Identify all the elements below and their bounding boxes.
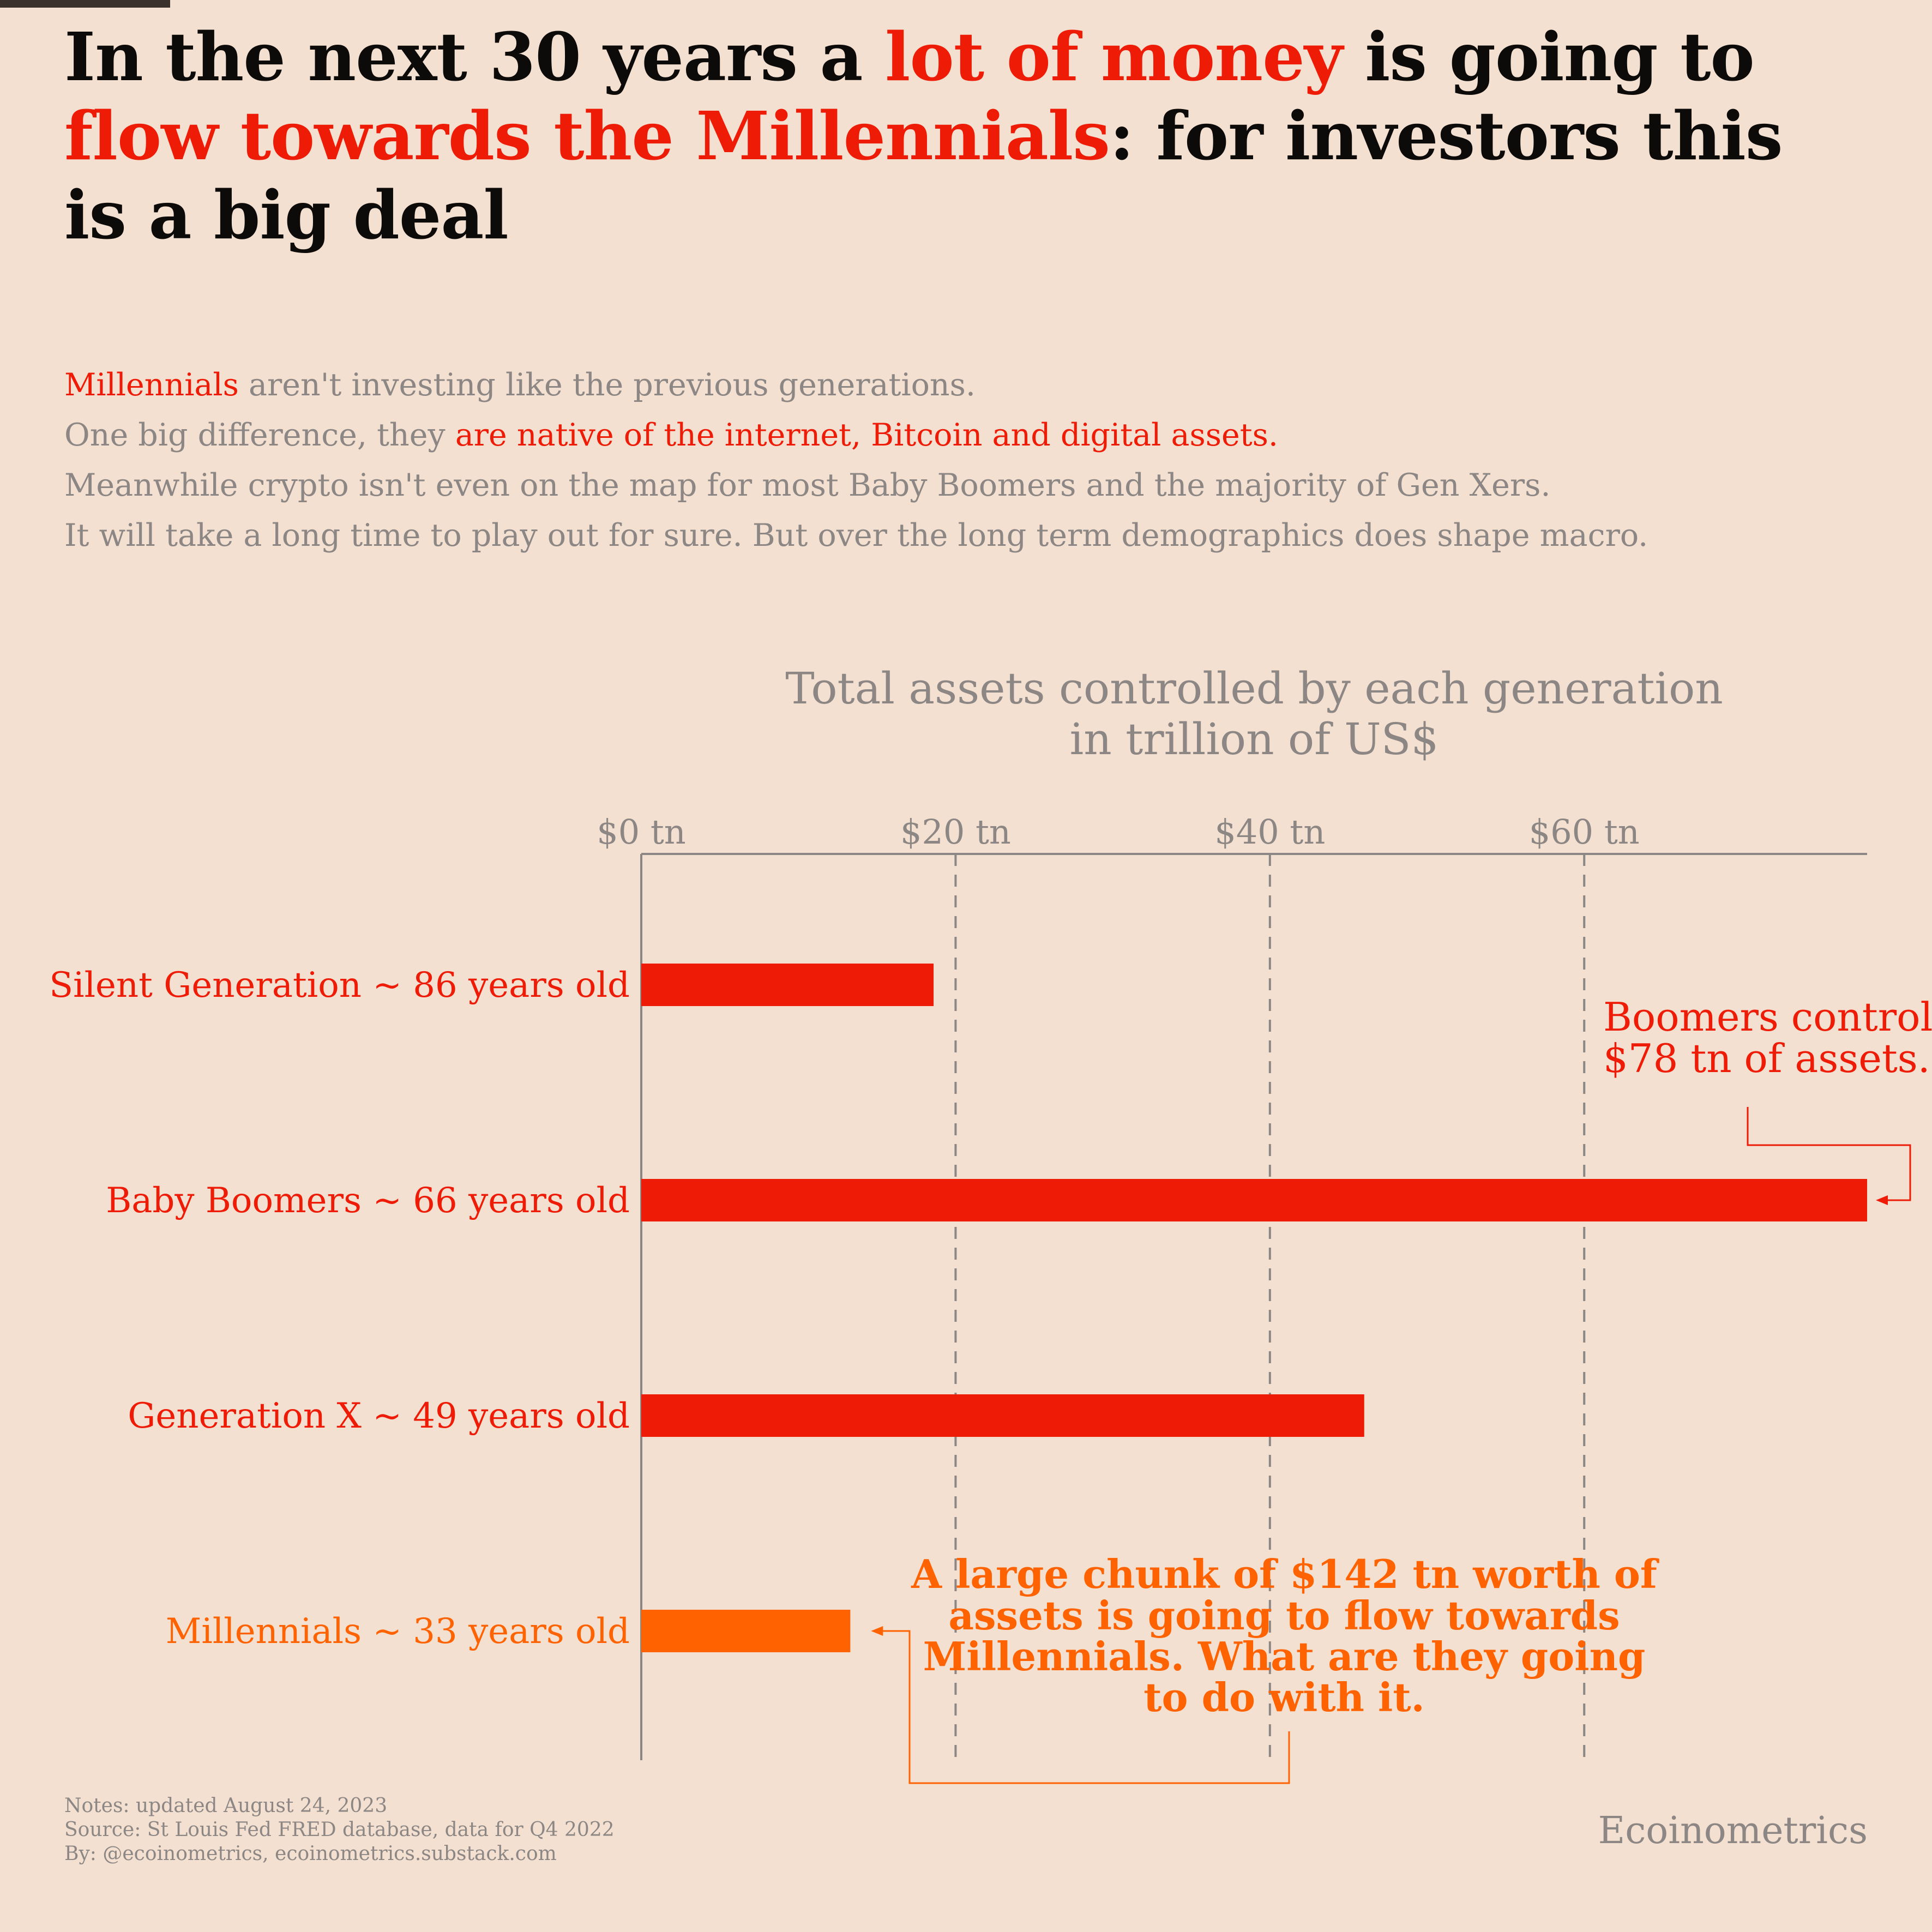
notes: Notes: updated August 24, 2023 Source: S… — [64, 1794, 615, 1866]
notes-author: By: @ecoinometrics, ecoinometrics.substa… — [64, 1843, 557, 1865]
subtitle-highlight-millennials: Millennials — [64, 367, 239, 403]
top-accent-bar — [0, 0, 170, 8]
subtitle-line2-start: One big difference, they — [64, 417, 455, 453]
category-label-1: Baby Boomers ~ 66 years old — [106, 1181, 630, 1221]
annotation-millennials-line-3: Millennials. What are they going — [923, 1633, 1646, 1680]
annotation-boomers-line-1: Boomers control — [1603, 994, 1932, 1040]
chart-title: Total assets controlled by each generati… — [785, 663, 1723, 714]
subtitle-line-2: One big difference, they are native of t… — [64, 410, 1864, 460]
bar-0 — [641, 964, 934, 1006]
annotation-millennials-line-1: A large chunk of $142 tn worth of — [911, 1551, 1659, 1597]
annotation-millennials-line-2: assets is going to flow towards — [948, 1592, 1620, 1639]
notes-source: Source: St Louis Fed FRED database, data… — [64, 1819, 615, 1841]
brand-logo-text: Ecoinometrics — [1598, 1809, 1868, 1852]
headline-part3: is going to — [1342, 17, 1755, 96]
chart-subtitle: in trillion of US$ — [1070, 714, 1439, 765]
headline-part1: In the next 30 years a — [64, 17, 886, 96]
headline-highlight-millennials: flow towards the Millennials — [64, 97, 1110, 175]
category-label-2: Generation X ~ 49 years old — [128, 1396, 630, 1436]
x-tick-label-40: $40 tn — [1214, 812, 1325, 852]
subtitle-line-3: Meanwhile crypto isn't even on the map f… — [64, 467, 1551, 503]
annotation-millennials-line-4: to do with it. — [1143, 1674, 1424, 1720]
subtitle-line-1: Millennials aren't investing like the pr… — [64, 360, 1864, 410]
headline-part5: : for investors this is a big deal — [64, 97, 1783, 254]
notes-updated: Notes: updated August 24, 2023 — [64, 1795, 388, 1817]
annotation-boomers-line-2: $78 tn of assets. — [1603, 1036, 1930, 1081]
annotation-boomers-arrowhead — [1876, 1195, 1888, 1205]
x-tick-label-20: $20 tn — [900, 812, 1011, 852]
subtitle: Millennials aren't investing like the pr… — [64, 360, 1864, 561]
annotation-millennials-arrowhead — [871, 1626, 883, 1636]
x-tick-label-60: $60 tn — [1529, 812, 1640, 852]
headline: In the next 30 years a lot of money is g… — [64, 17, 1864, 255]
annotation-boomers-connector — [1747, 1107, 1911, 1201]
bar-3 — [641, 1610, 851, 1652]
subtitle-line1-rest: aren't investing like the previous gener… — [238, 367, 976, 403]
category-label-3: Millennials ~ 33 years old — [166, 1611, 630, 1652]
x-tick-label-0: $0 tn — [597, 812, 685, 852]
subtitle-highlight-native: are native of the internet, Bitcoin and … — [455, 417, 1278, 453]
subtitle-line-4: It will take a long time to play out for… — [64, 517, 1648, 553]
annotation-millennials-connector — [876, 1630, 1290, 1784]
bar-2 — [641, 1394, 1364, 1437]
category-label-0: Silent Generation ~ 86 years old — [49, 965, 630, 1006]
headline-highlight-money: lot of money — [885, 17, 1343, 96]
bar-1 — [641, 1179, 1867, 1221]
